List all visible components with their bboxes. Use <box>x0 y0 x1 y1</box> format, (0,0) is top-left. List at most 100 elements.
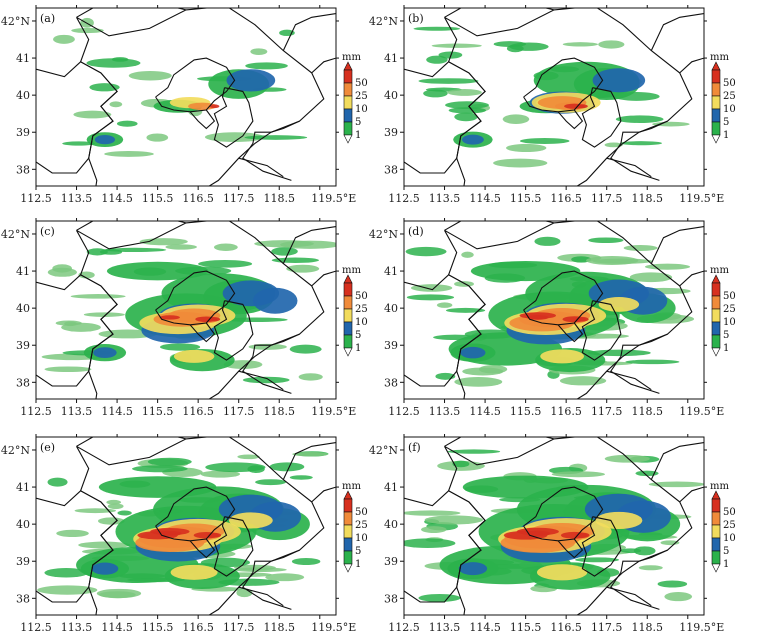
rain-streak <box>633 546 656 556</box>
colorbar-level-label: 10 <box>723 533 736 544</box>
boundary-line <box>679 57 704 74</box>
y-tick-label: 40 <box>16 302 30 315</box>
map-frame <box>35 436 337 616</box>
boundary-line <box>606 157 652 178</box>
colorbar-segment <box>711 121 721 136</box>
rain-streak <box>74 508 117 514</box>
rain-streak <box>454 281 474 287</box>
colorbar: mm 1 5 10 25 50 <box>710 265 736 357</box>
map-background <box>36 8 336 186</box>
rain-streak <box>534 236 561 246</box>
rain-area-lvl10 <box>170 564 218 580</box>
rain-streak <box>571 256 592 263</box>
rain-streak <box>233 567 287 573</box>
rain-streak <box>493 158 548 168</box>
rain-streak <box>237 454 260 460</box>
y-tick-label: 38 <box>384 376 398 389</box>
colorbar-arrow-top <box>343 490 353 500</box>
boundary-line <box>523 486 604 542</box>
y-tick-label: 42°N <box>1 15 30 28</box>
colorbar-segment <box>343 308 353 323</box>
colorbar-arrow-bottom <box>343 134 353 144</box>
precipitation-field <box>37 451 329 599</box>
x-tick-label: 116.5 <box>550 621 582 634</box>
x-tick-label: 119.5°E <box>311 192 356 205</box>
colorbar-level-label: 5 <box>723 546 729 557</box>
colorbar-segment <box>711 282 721 297</box>
rain-streak <box>52 264 72 273</box>
boundary-line <box>282 442 336 480</box>
colorbar-arrow-bottom <box>711 563 721 573</box>
rain-streak <box>452 460 470 468</box>
rain-streak <box>405 246 447 257</box>
colorbar-segment <box>343 282 353 297</box>
rain-area-lvl5 <box>461 134 484 145</box>
colorbar-unit: mm <box>710 265 729 276</box>
colorbar-segment <box>343 295 353 310</box>
boundary-line <box>36 61 118 174</box>
rain-streak <box>117 510 132 516</box>
y-tick-label: 42°N <box>369 444 398 457</box>
rain-area-lvl50 <box>562 316 587 323</box>
rain-streak <box>265 573 305 582</box>
rain-streak <box>424 515 483 525</box>
rain-streak <box>447 449 501 454</box>
colorbar-segment <box>711 498 721 513</box>
colorbar-level-label: 50 <box>355 291 368 302</box>
boundary-line <box>404 490 486 603</box>
boundary-line <box>242 333 300 394</box>
rain-streak <box>664 592 693 602</box>
rain-streak <box>629 272 673 283</box>
boundary-line <box>581 87 622 148</box>
x-tick-label: 113.5 <box>429 621 461 634</box>
boundary-line <box>404 274 486 387</box>
rain-streak <box>61 322 101 332</box>
panel-label: (a) <box>40 12 55 25</box>
x-tick-label: 118.5 <box>263 621 295 634</box>
boundary-line <box>679 486 704 503</box>
rain-streak <box>404 510 461 516</box>
x-tick-label: 119.5°E <box>679 192 724 205</box>
rain-streak <box>588 237 624 244</box>
boundary-line <box>76 221 94 231</box>
rain-streak <box>404 538 456 549</box>
colorbar-segment <box>711 82 721 97</box>
rain-streak <box>410 284 453 292</box>
rain-streak <box>289 344 322 354</box>
rain-streak <box>97 517 125 525</box>
colorbar-segment <box>343 321 353 336</box>
rain-streak <box>56 529 89 538</box>
y-tick-label: 40 <box>384 518 398 531</box>
boundary-line <box>155 486 236 542</box>
y-tick-label: 40 <box>384 89 398 102</box>
rain-streak <box>559 376 607 386</box>
colorbar-segment <box>343 95 353 110</box>
boundary-line <box>311 57 336 74</box>
boundary-line <box>189 322 216 343</box>
colorbar-arrow-top <box>711 274 721 284</box>
boundary-line <box>606 586 652 607</box>
map-frame <box>403 436 705 616</box>
y-tick-label: 42°N <box>1 228 30 241</box>
map-frame <box>403 220 705 400</box>
x-tick-label: 117.5 <box>591 192 623 205</box>
rain-streak <box>78 271 95 279</box>
x-tick-label: 112.5 <box>388 621 420 634</box>
province-boundaries <box>36 221 336 399</box>
boundary-line <box>311 270 336 287</box>
y-tick-label: 41 <box>384 481 398 494</box>
rain-streak <box>506 143 547 153</box>
rain-streak <box>205 462 266 473</box>
boundary-line <box>650 13 704 51</box>
x-tick-label: 113.5 <box>429 192 461 205</box>
rain-streak <box>132 465 188 473</box>
x-tick-label: 119.5°E <box>679 405 724 418</box>
colorbar-segment <box>711 95 721 110</box>
rain-area-lvl1 <box>106 261 209 281</box>
colorbar-arrow-top <box>343 274 353 284</box>
rain-streak <box>271 257 320 264</box>
colorbar-segment <box>711 550 721 565</box>
rain-area-lvl10 <box>173 349 215 363</box>
x-tick-label: 114.5 <box>101 405 133 418</box>
rain-streak <box>98 591 136 599</box>
